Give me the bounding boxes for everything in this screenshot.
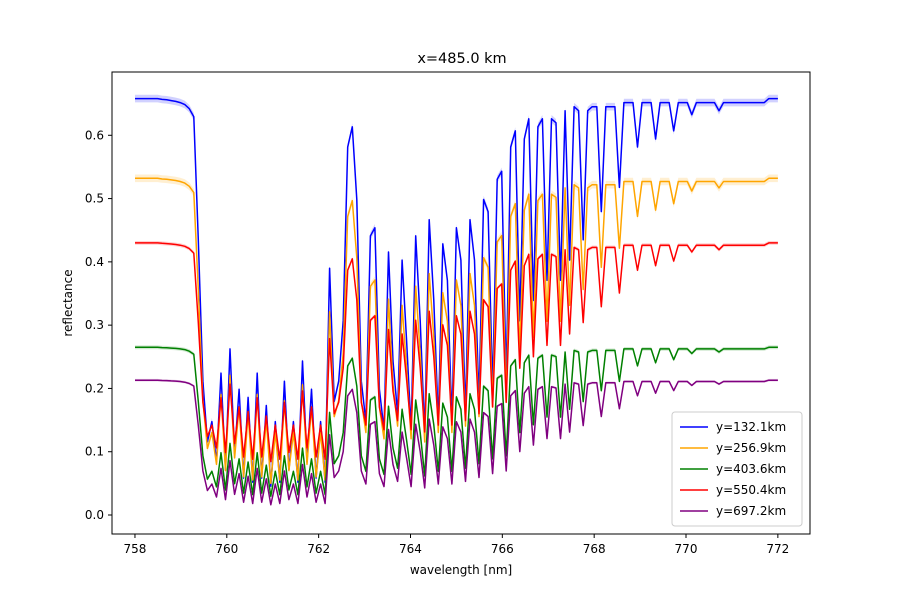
- legend-label: y=550.4km: [716, 483, 786, 497]
- x-axis-label: wavelength [nm]: [410, 563, 512, 577]
- x-tick-label: 770: [675, 542, 698, 556]
- chart-title: x=485.0 km: [417, 51, 506, 67]
- x-tick-label: 768: [583, 542, 606, 556]
- x-tick-label: 760: [215, 542, 238, 556]
- y-tick-label: 0.4: [85, 255, 104, 269]
- y-tick-label: 0.2: [85, 381, 104, 395]
- legend: y=132.1km y=256.9km y=403.6km y=550.4km y=69…: [671, 411, 803, 527]
- x-tick-label: 764: [399, 542, 422, 556]
- x-tick-label: 762: [307, 542, 330, 556]
- x-axis: 758 760 762 764 766 768 770 772: [124, 534, 789, 556]
- y-axis: 0.0 0.1 0.2 0.3 0.4 0.5 0.6: [85, 128, 112, 522]
- y-tick-label: 0.0: [85, 508, 104, 522]
- legend-label: y=697.2km: [716, 504, 786, 518]
- series-line-4: [135, 242, 778, 463]
- y-tick-label: 0.3: [85, 318, 104, 332]
- x-tick-label: 758: [124, 542, 147, 556]
- y-axis-label: reflectance: [61, 269, 75, 336]
- x-tick-label: 766: [491, 542, 514, 556]
- y-tick-label: 0.1: [85, 445, 104, 459]
- legend-box: [671, 411, 803, 527]
- legend-label: y=403.6km: [716, 462, 786, 476]
- y-tick-label: 0.6: [85, 128, 104, 142]
- series-line-5: [135, 379, 778, 506]
- legend-label: y=256.9km: [716, 441, 786, 455]
- x-tick-label: 772: [766, 542, 789, 556]
- series-line-3: [135, 346, 778, 497]
- plot-area-frame: [111, 71, 811, 535]
- y-tick-label: 0.5: [85, 192, 104, 206]
- series-line-2: [135, 177, 778, 485]
- legend-label: y=132.1km: [716, 420, 786, 434]
- series-lines: [135, 97, 778, 506]
